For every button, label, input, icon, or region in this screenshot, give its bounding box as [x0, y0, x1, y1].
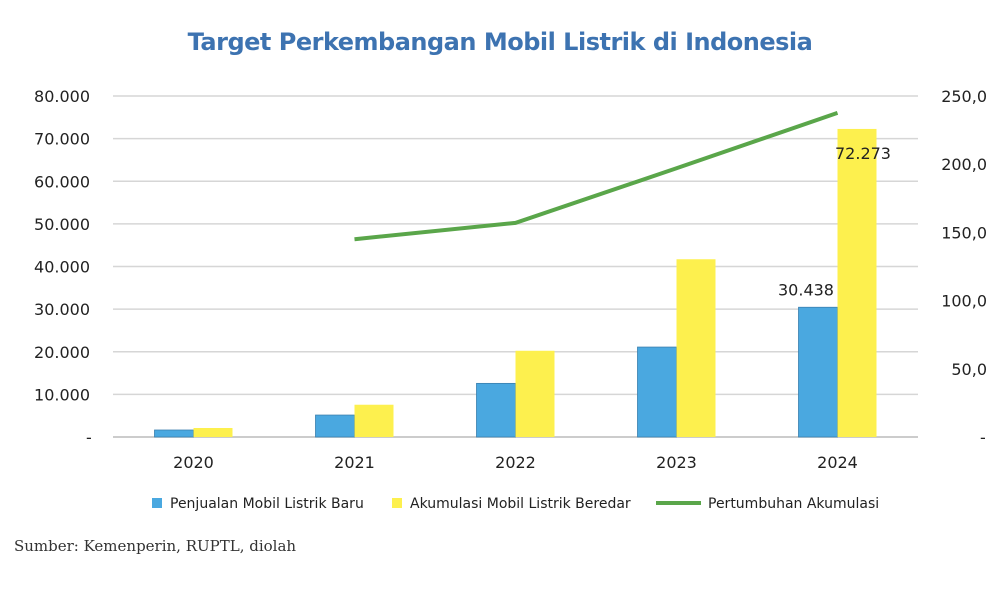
- bar-akumulasi: [354, 404, 394, 437]
- bar-penjualan: [476, 382, 516, 438]
- y-left-tick: 30.000: [34, 300, 90, 319]
- y-left-tick: 60.000: [34, 172, 90, 191]
- bar-akumulasi: [676, 259, 716, 437]
- legend-label: Akumulasi Mobil Listrik Beredar: [410, 496, 631, 512]
- y-left-tick: 70.000: [34, 130, 90, 149]
- legend-label: Penjualan Mobil Listrik Baru: [170, 496, 364, 512]
- y-left-tick: 40.000: [34, 258, 90, 277]
- y-left-tick: 50.000: [34, 215, 90, 234]
- bar-penjualan: [315, 414, 355, 438]
- chart-title: Target Perkembangan Mobil Listrik di Ind…: [187, 28, 813, 56]
- legend-swatch: [392, 498, 402, 508]
- x-tick: 2023: [656, 453, 697, 472]
- y-right-tick: -: [980, 428, 986, 447]
- y-right-tick: 150,0: [941, 223, 987, 242]
- legend-swatch: [152, 498, 162, 508]
- x-tick: 2022: [495, 453, 536, 472]
- x-tick: 2024: [817, 453, 858, 472]
- y-left-tick: 80.000: [34, 87, 90, 106]
- bar-penjualan: [637, 346, 677, 438]
- line-pertumbuhan: [354, 111, 839, 242]
- data-label: 72.273: [835, 144, 891, 163]
- bar-penjualan: [798, 306, 838, 438]
- source-note: Sumber: Kemenperin, RUPTL, diolah: [14, 537, 297, 555]
- bar-akumulasi: [193, 428, 233, 437]
- x-tick: 2020: [173, 453, 214, 472]
- y-right-tick: 250,0: [941, 87, 987, 106]
- y-right-tick: 50,0: [951, 360, 987, 379]
- y-left-tick: -: [86, 428, 92, 447]
- y-right-tick: 100,0: [941, 292, 987, 311]
- y-right-tick: 200,0: [941, 155, 987, 174]
- y-left-tick: 10.000: [34, 385, 90, 404]
- x-tick: 2021: [334, 453, 375, 472]
- bar-penjualan: [154, 429, 194, 438]
- legend-label: Pertumbuhan Akumulasi: [708, 496, 879, 512]
- bar-akumulasi: [515, 350, 555, 437]
- bar-akumulasi: [837, 128, 877, 437]
- y-left-tick: 20.000: [34, 343, 90, 362]
- data-label: 30.438: [778, 280, 834, 299]
